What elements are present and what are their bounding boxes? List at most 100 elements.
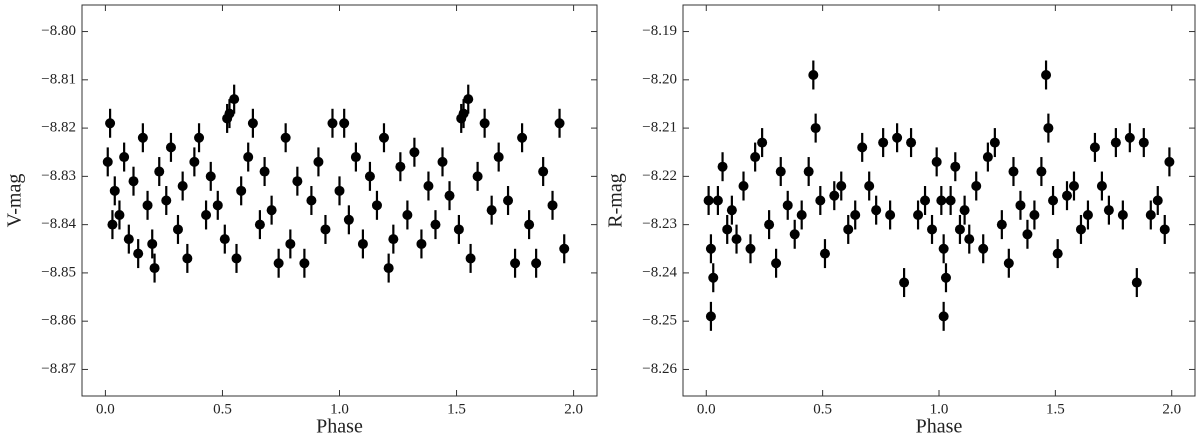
data-point: [996, 219, 1007, 230]
data-point: [745, 243, 756, 254]
data-point: [259, 166, 270, 177]
y-tick-label: −8.85: [41, 264, 76, 280]
data-point: [465, 253, 476, 264]
data-point: [229, 94, 240, 105]
data-point: [1003, 258, 1014, 269]
data-point: [708, 272, 719, 283]
x-tick-label: 2.0: [564, 401, 583, 417]
data-point: [913, 209, 924, 220]
data-point: [764, 219, 775, 230]
data-point: [1041, 69, 1052, 80]
data-point: [299, 258, 310, 269]
data-point: [726, 205, 737, 216]
data-point: [292, 176, 303, 187]
data-point: [306, 195, 317, 206]
data-point: [892, 132, 903, 143]
data-point: [1110, 137, 1121, 148]
data-point: [254, 219, 265, 230]
data-point: [936, 195, 947, 206]
y-tick-label: −8.86: [41, 313, 76, 329]
y-tick-label: −8.83: [41, 168, 76, 184]
y-tick-label: −8.84: [41, 216, 76, 232]
data-point: [871, 205, 882, 216]
data-point: [212, 200, 223, 211]
x-tick-label: 0.5: [213, 401, 232, 417]
data-point: [1082, 209, 1093, 220]
y-tick-label: −8.21: [642, 120, 677, 136]
data-point: [247, 118, 258, 129]
data-point: [165, 142, 176, 153]
data-point: [1052, 248, 1063, 259]
data-point: [808, 69, 819, 80]
data-point: [463, 94, 474, 105]
data-point: [102, 156, 113, 167]
data-point: [815, 195, 826, 206]
data-point: [547, 200, 558, 211]
data-point: [273, 258, 284, 269]
data-point: [978, 243, 989, 254]
data-point: [137, 132, 148, 143]
data-point: [757, 137, 768, 148]
data-point: [1029, 209, 1040, 220]
data-point: [705, 243, 716, 254]
data-point: [796, 209, 807, 220]
y-tick-label: −8.82: [41, 120, 76, 136]
data-point: [731, 234, 742, 245]
data-point: [1008, 166, 1019, 177]
data-point: [327, 118, 338, 129]
data-point: [224, 108, 235, 119]
data-point: [395, 161, 406, 172]
data-point: [954, 224, 965, 235]
y-tick-label: −8.22: [642, 168, 677, 184]
data-point: [343, 214, 354, 225]
data-point: [705, 311, 716, 322]
data-point: [1043, 123, 1054, 134]
data-point: [444, 190, 455, 201]
data-point: [1131, 277, 1142, 288]
data-point: [1075, 224, 1086, 235]
y-tick-label: −8.87: [41, 361, 76, 377]
data-point: [205, 171, 216, 182]
data-point: [201, 209, 212, 220]
data-point: [750, 152, 761, 163]
data-point: [503, 195, 514, 206]
data-point: [423, 181, 434, 192]
x-axis-label: Phase: [316, 416, 363, 438]
y-tick-label: −8.25: [642, 313, 677, 329]
data-point: [416, 238, 427, 249]
data-point: [128, 176, 139, 187]
x-tick-label: 0.0: [697, 401, 716, 417]
y-tick-label: −8.19: [642, 23, 677, 39]
data-point: [940, 272, 951, 283]
data-point: [378, 132, 389, 143]
y-tick-label: −8.20: [642, 71, 677, 87]
data-point: [243, 152, 254, 163]
data-point: [123, 234, 134, 245]
panel: 0.0 0.5 1.0 1.5 2.0 −8.19 −8.20 −8.21 −8.22 −8.23…: [605, 4, 1196, 438]
y-tick-label: −8.80: [41, 23, 76, 39]
data-point: [554, 118, 565, 129]
data-point: [107, 219, 118, 230]
data-point: [219, 234, 230, 245]
data-point: [371, 200, 382, 211]
data-point: [236, 185, 247, 196]
data-point: [161, 195, 172, 206]
data-point: [803, 166, 814, 177]
data-point: [194, 132, 205, 143]
data-point: [1117, 209, 1128, 220]
data-point: [850, 209, 861, 220]
panel: 0.0 0.5 1.0 1.5 2.0 −8.80 −8.81 −8.82 −8.83 −8.84…: [4, 4, 598, 438]
data-point: [172, 224, 183, 235]
data-point: [738, 181, 749, 192]
data-point: [899, 277, 910, 288]
data-point: [334, 185, 345, 196]
data-point: [437, 156, 448, 167]
data-point: [843, 224, 854, 235]
data-point: [357, 238, 368, 249]
data-point: [285, 238, 296, 249]
data-point: [1103, 205, 1114, 216]
data-point: [1089, 142, 1100, 153]
x-tick-label: 1.0: [930, 401, 949, 417]
data-point: [280, 132, 291, 143]
